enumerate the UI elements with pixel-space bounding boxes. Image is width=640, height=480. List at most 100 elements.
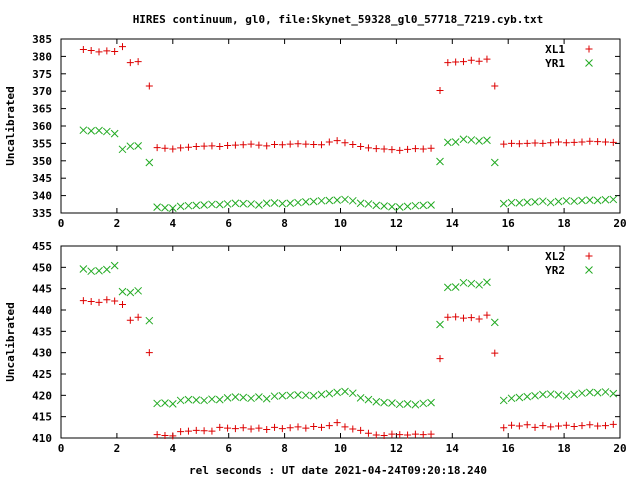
data-point xyxy=(349,140,357,148)
data-point xyxy=(427,144,435,152)
data-point xyxy=(231,141,239,149)
data-point xyxy=(153,144,161,152)
data-point xyxy=(317,196,326,205)
data-point xyxy=(570,138,578,146)
data-point xyxy=(153,431,161,439)
data-point xyxy=(215,395,224,404)
x-tick-label: 16 xyxy=(502,217,516,230)
data-point xyxy=(483,136,491,145)
data-point xyxy=(145,82,153,90)
data-point xyxy=(325,138,333,146)
data-point xyxy=(286,199,295,208)
data-point xyxy=(79,297,87,305)
data-point xyxy=(388,146,396,154)
data-point xyxy=(547,423,555,431)
data-point xyxy=(176,396,185,405)
data-point xyxy=(301,198,310,206)
data-point xyxy=(372,431,380,439)
legend-marker xyxy=(585,252,593,260)
legend-marker xyxy=(585,59,593,67)
data-point xyxy=(380,202,388,210)
data-point xyxy=(95,298,103,306)
data-point xyxy=(333,196,341,204)
data-point xyxy=(459,314,467,322)
data-point xyxy=(87,127,96,135)
data-point xyxy=(102,265,111,274)
data-point xyxy=(531,198,539,206)
legend-marker xyxy=(585,45,593,53)
data-point xyxy=(177,144,185,152)
data-point xyxy=(601,388,610,396)
data-point xyxy=(262,394,271,403)
x-tick-label: 14 xyxy=(446,442,460,455)
x-tick-label: 2 xyxy=(114,442,121,455)
data-point xyxy=(388,202,396,211)
y-tick-label: 335 xyxy=(32,207,52,220)
data-point xyxy=(224,424,232,432)
data-point xyxy=(459,58,467,66)
y-tick-label: 355 xyxy=(32,137,52,150)
data-point xyxy=(200,396,208,405)
data-point xyxy=(294,423,302,431)
data-point xyxy=(169,432,177,440)
y-tick-label: 420 xyxy=(32,389,52,402)
plot-frame xyxy=(60,245,621,439)
data-point xyxy=(499,199,508,208)
data-point xyxy=(301,391,310,400)
data-point xyxy=(523,392,532,401)
data-point xyxy=(403,400,412,408)
series-xl2 xyxy=(79,296,617,440)
data-point xyxy=(475,280,483,289)
data-point xyxy=(531,391,539,400)
data-point xyxy=(554,197,563,206)
y-axis-label: Uncalibrated xyxy=(4,86,17,165)
data-point xyxy=(395,400,404,409)
data-point xyxy=(223,394,232,402)
data-point xyxy=(208,200,216,209)
data-point xyxy=(192,426,200,434)
data-point xyxy=(562,392,571,401)
data-point xyxy=(118,300,126,308)
data-point xyxy=(215,200,224,209)
data-point xyxy=(333,137,341,145)
data-point xyxy=(184,395,193,404)
data-point xyxy=(263,425,271,433)
x-tick-label: 20 xyxy=(613,442,626,455)
data-point xyxy=(594,422,602,430)
data-point xyxy=(310,140,318,148)
data-point xyxy=(231,393,240,401)
data-point xyxy=(341,195,349,204)
data-point xyxy=(570,390,579,399)
data-point xyxy=(161,399,169,407)
x-tick-label: 8 xyxy=(281,442,288,455)
x-tick-label: 6 xyxy=(225,217,232,230)
data-point xyxy=(134,286,142,295)
data-point xyxy=(126,142,135,151)
data-point xyxy=(278,425,286,433)
data-point xyxy=(192,143,200,151)
data-point xyxy=(539,197,547,206)
y-axis-label: Uncalibrated xyxy=(4,302,17,381)
data-point xyxy=(609,138,617,146)
data-point xyxy=(184,143,192,151)
data-point xyxy=(333,419,341,427)
plot-panel-2: 0 2 4 6 8 10 12 14 16 18 20 410 415 420 425 430 435 440 44… xyxy=(4,240,627,455)
data-point xyxy=(325,422,333,430)
data-point xyxy=(184,201,193,210)
data-point xyxy=(333,388,341,397)
data-point xyxy=(419,399,428,408)
data-point xyxy=(247,200,255,208)
data-point xyxy=(586,137,594,145)
data-point xyxy=(475,315,483,323)
data-point xyxy=(523,139,531,147)
x-tick-label: 12 xyxy=(390,217,403,230)
data-point xyxy=(87,267,96,276)
data-point xyxy=(169,145,177,153)
data-point xyxy=(79,126,88,135)
data-point xyxy=(404,145,412,153)
legend-label: XL2 xyxy=(545,250,565,263)
data-point xyxy=(239,393,248,402)
data-point xyxy=(452,58,460,66)
x-tick-label: 18 xyxy=(557,442,570,455)
